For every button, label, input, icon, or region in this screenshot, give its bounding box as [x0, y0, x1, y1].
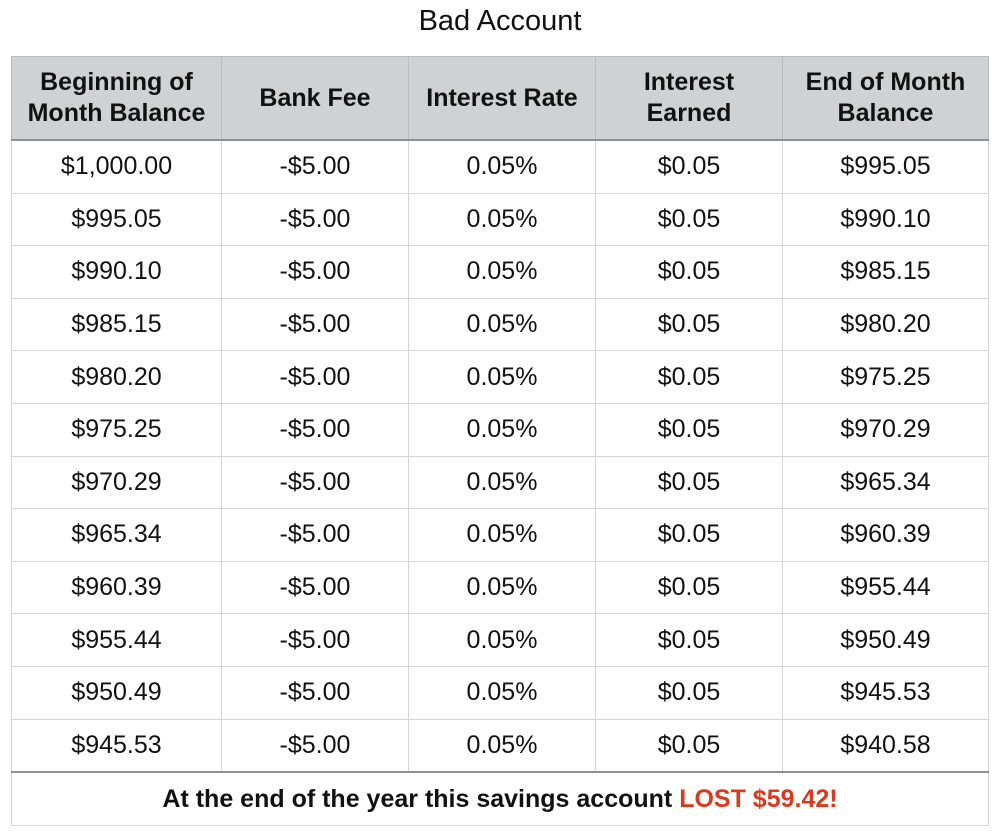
- cell-bank-fee: -$5.00: [221, 245, 409, 299]
- cell-end-balance: $945.53: [782, 665, 989, 720]
- table-body: $1,000.00 -$5.00 0.05% $0.05 $995.05 $995.05-…: [11, 139, 989, 773]
- cell-interest-earned: $0.05: [595, 508, 783, 562]
- cell-bank-fee: -$5.00: [221, 297, 409, 352]
- cell-beginning-balance: $950.49: [11, 665, 222, 720]
- header-bank-fee: Bank Fee: [221, 56, 409, 141]
- cell-end-balance: $940.58: [782, 718, 989, 773]
- cell-end-balance: $970.29: [782, 402, 989, 457]
- cell-bank-fee: -$5.00: [221, 350, 409, 404]
- summary-row: At the end of the year this savings acco…: [11, 771, 989, 827]
- cell-bank-fee: -$5.00: [221, 665, 409, 720]
- header-interest-rate-label: Interest Rate: [426, 83, 578, 112]
- cell-interest-earned: $0.05: [595, 718, 783, 773]
- cell-bank-fee: -$5.00: [221, 455, 409, 510]
- table-row: $970.29 -$5.00 0.05% $0.05 $965.34: [11, 455, 989, 510]
- cell-end-balance: $975.25: [782, 350, 989, 404]
- header-beginning-balance-line2: Month Balance: [27, 99, 206, 127]
- cell-end-balance: $950.49: [782, 613, 989, 667]
- table-row: $980.20 -$5.00 0.05% $0.05 $975.25: [11, 350, 989, 404]
- cell-beginning-balance: $980.20: [11, 350, 222, 404]
- table-row: $995.05 -$5.00 0.05% $0.05 $990.10: [11, 192, 989, 247]
- table-row: $975.25 -$5.00 0.05% $0.05 $970.29: [11, 402, 989, 457]
- cell-interest-earned: $0.05: [595, 139, 783, 194]
- cell-interest-earned: $0.05: [595, 402, 783, 457]
- cell-beginning-balance: $990.10: [11, 245, 222, 299]
- summary-cell: At the end of the year this savings acco…: [11, 771, 989, 827]
- cell-interest-rate: 0.05%: [408, 402, 596, 457]
- cell-end-balance: $960.39: [782, 508, 989, 562]
- cell-bank-fee: -$5.00: [221, 613, 409, 667]
- header-beginning-balance-line1: Beginning of: [40, 68, 193, 96]
- cell-beginning-balance: $975.25: [11, 402, 222, 457]
- header-interest-earned-line1: Interest: [643, 68, 735, 96]
- cell-interest-earned: $0.05: [595, 350, 783, 404]
- table-row: $985.15 -$5.00 0.05% $0.05 $980.20: [11, 297, 989, 352]
- header-end-balance-line2: Balance: [837, 99, 934, 127]
- header-interest-earned: Interest Earned: [595, 56, 783, 141]
- cell-interest-earned: $0.05: [595, 665, 783, 720]
- header-interest-rate: Interest Rate: [408, 56, 596, 141]
- cell-bank-fee: -$5.00: [221, 718, 409, 773]
- header-end-balance-line1: End of Month: [805, 68, 966, 96]
- cell-interest-rate: 0.05%: [408, 192, 596, 247]
- table-row: $990.10 -$5.00 0.05% $0.05 $985.15: [11, 245, 989, 299]
- cell-interest-rate: 0.05%: [408, 245, 596, 299]
- table-row: $955.44 -$5.00 0.05% $0.05 $950.49: [11, 613, 989, 667]
- table-row: $1,000.00 -$5.00 0.05% $0.05 $995.05: [11, 139, 989, 194]
- summary-text: At the end of the year this savings acco…: [162, 784, 673, 813]
- header-beginning-balance: Beginning of Month Balance: [11, 56, 222, 141]
- table-row: $960.39 -$5.00 0.05% $0.05 $955.44: [11, 560, 989, 615]
- cell-interest-earned: $0.05: [595, 455, 783, 510]
- cell-end-balance: $955.44: [782, 560, 989, 615]
- header-bank-fee-label: Bank Fee: [259, 83, 371, 112]
- cell-bank-fee: -$5.00: [221, 402, 409, 457]
- cell-interest-rate: 0.05%: [408, 560, 596, 615]
- cell-end-balance: $990.10: [782, 192, 989, 247]
- table-row: $950.49 -$5.00 0.05% $0.05 $945.53: [11, 665, 989, 720]
- cell-interest-earned: $0.05: [595, 297, 783, 352]
- cell-bank-fee: -$5.00: [221, 139, 409, 194]
- cell-interest-rate: 0.05%: [408, 139, 596, 194]
- table-row: $965.34 -$5.00 0.05% $0.05 $960.39: [11, 508, 989, 562]
- cell-beginning-balance: $965.34: [11, 508, 222, 562]
- cell-interest-rate: 0.05%: [408, 718, 596, 773]
- cell-beginning-balance: $970.29: [11, 455, 222, 510]
- cell-beginning-balance: $995.05: [11, 192, 222, 247]
- cell-interest-earned: $0.05: [595, 613, 783, 667]
- cell-interest-rate: 0.05%: [408, 350, 596, 404]
- cell-bank-fee: -$5.00: [221, 560, 409, 615]
- cell-beginning-balance: $945.53: [11, 718, 222, 773]
- cell-interest-earned: $0.05: [595, 192, 783, 247]
- cell-interest-earned: $0.05: [595, 245, 783, 299]
- cell-interest-rate: 0.05%: [408, 508, 596, 562]
- header-interest-earned-line2: Earned: [646, 99, 732, 127]
- cell-bank-fee: -$5.00: [221, 508, 409, 562]
- page-title: Bad Account: [418, 5, 582, 37]
- cell-end-balance: $985.15: [782, 245, 989, 299]
- cell-beginning-balance: $985.15: [11, 297, 222, 352]
- cell-end-balance: $965.34: [782, 455, 989, 510]
- cell-bank-fee: -$5.00: [221, 192, 409, 247]
- account-table: Beginning of Month Balance Bank Fee Inte…: [11, 56, 989, 827]
- cell-end-balance: $995.05: [782, 139, 989, 194]
- cell-interest-rate: 0.05%: [408, 297, 596, 352]
- cell-interest-earned: $0.05: [595, 560, 783, 615]
- cell-end-balance: $980.20: [782, 297, 989, 352]
- summary-loss: LOST $59.42!: [679, 784, 838, 813]
- cell-interest-rate: 0.05%: [408, 455, 596, 510]
- cell-beginning-balance: $960.39: [11, 560, 222, 615]
- header-end-balance: End of Month Balance: [782, 56, 989, 141]
- header-row: Beginning of Month Balance Bank Fee Inte…: [11, 56, 989, 141]
- cell-interest-rate: 0.05%: [408, 665, 596, 720]
- cell-beginning-balance: $1,000.00: [11, 139, 222, 194]
- table-row: $945.53 -$5.00 0.05% $0.05 $940.58: [11, 718, 989, 773]
- cell-interest-rate: 0.05%: [408, 613, 596, 667]
- cell-beginning-balance: $955.44: [11, 613, 222, 667]
